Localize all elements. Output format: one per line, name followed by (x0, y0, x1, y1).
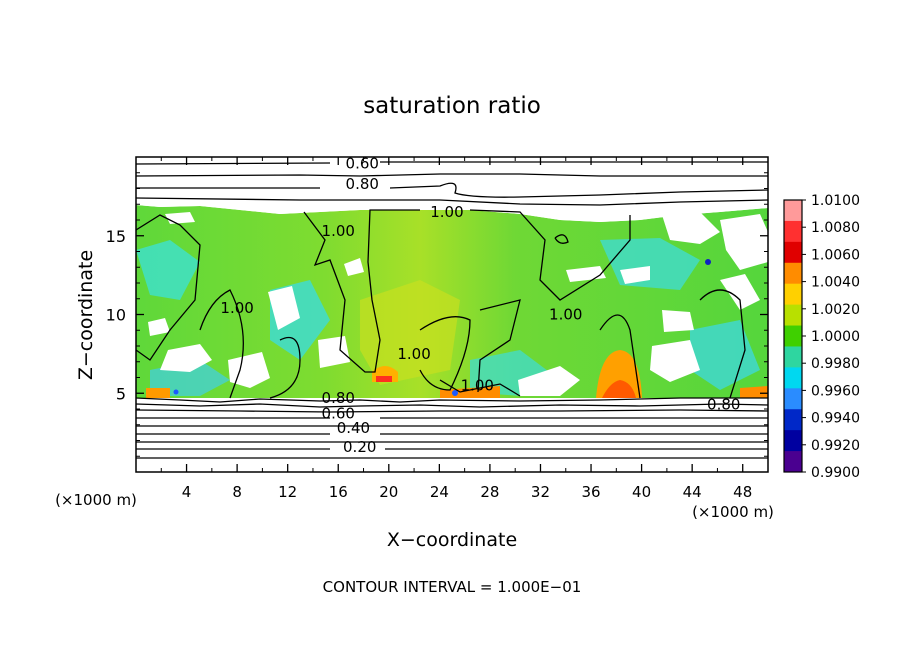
colorbar-swatch (784, 430, 802, 452)
colorbar-swatch (784, 367, 802, 389)
contour-label: 0.80 (346, 175, 379, 193)
contour-label: 1.00 (430, 203, 463, 221)
colorbar-swatch (784, 388, 802, 410)
colorbar-swatch (784, 241, 802, 264)
colorbar-swatch (784, 325, 802, 347)
contour-label: 0.80 (322, 389, 355, 407)
colorbar-label: 0.9960 (811, 383, 860, 399)
x-tick-label: 44 (683, 483, 702, 501)
x-tick-label: 4 (182, 483, 192, 501)
colorbar-swatch (784, 283, 802, 306)
contour-label: 0.60 (322, 405, 355, 423)
contour-label: 0.60 (346, 154, 379, 172)
colorbar-label: 1.0040 (811, 275, 860, 291)
x-tick-label: 8 (232, 483, 242, 501)
field-cyan-patch (690, 320, 760, 390)
contour-label: 1.00 (322, 222, 355, 240)
field-cyan-patch (136, 240, 200, 300)
contour-label: 0.80 (707, 395, 740, 413)
contour-label: 1.00 (397, 345, 430, 363)
color-field (136, 157, 768, 472)
contour-lines (136, 161, 768, 459)
field-warm-spot (740, 386, 768, 398)
colorbar-swatch (784, 409, 802, 431)
y-axis-unit: (×1000 m) (55, 491, 137, 509)
field-warm-spot (596, 350, 642, 398)
colorbar-label: 1.0020 (811, 302, 860, 318)
colorbar-label: 0.9920 (811, 438, 860, 454)
y-tick-label: 10 (106, 306, 126, 325)
colorbar: 1.0100 1.0080 1.0060 1.0040 1.0020 1.0000 0.99… (783, 193, 860, 481)
x-tick-label: 12 (278, 483, 297, 501)
colorbar-label: 0.9900 (811, 465, 860, 481)
colorbar-swatch (784, 262, 802, 285)
field-warm-spot (376, 376, 392, 382)
x-axis-label: X−coordinate (387, 529, 517, 551)
contour-label: 1.00 (220, 299, 253, 317)
x-tick-label: 24 (430, 483, 449, 501)
colorbar-swatch (784, 220, 802, 243)
contour-label: 1.00 (461, 376, 494, 394)
field-warm-spot (146, 388, 170, 398)
y-tick-label: 15 (106, 227, 126, 246)
x-tick-label: 32 (531, 483, 550, 501)
field-yellow-band (360, 280, 460, 385)
contour-label: 0.20 (343, 438, 376, 456)
colorbar-label: 1.0100 (811, 193, 860, 209)
contour-label: 1.00 (549, 306, 582, 324)
colorbar-label: 1.0060 (811, 247, 860, 263)
field-lower-white (136, 398, 768, 472)
x-tick-label: 28 (480, 483, 499, 501)
field-warm-spot (602, 380, 636, 398)
colorbar-label: 1.0000 (811, 329, 860, 345)
field-upper-white (136, 157, 768, 222)
contour-labels-group: 0.600.801.001.001.001.001.001.000.80 0.80… (220, 154, 740, 456)
x-axis: 4 8 12 16 20 24 28 32 36 40 44 48 (160, 157, 752, 501)
x-tick-label: 20 (379, 483, 398, 501)
colorbar-label: 1.0080 (811, 220, 860, 236)
colorbar-label: 0.9980 (811, 356, 860, 372)
y-tick-label: 5 (116, 384, 126, 403)
chart-title: saturation ratio (363, 93, 541, 119)
colorbar-label: 0.9940 (811, 411, 860, 427)
contour-interval-note: CONTOUR INTERVAL = 1.000E−01 (323, 578, 582, 596)
colorbar-swatch (784, 200, 802, 222)
colorbar-swatch (784, 346, 802, 368)
x-tick-label: 16 (329, 483, 348, 501)
x-axis-unit: (×1000 m) (692, 503, 774, 521)
y-axis: 5 10 15 (106, 172, 768, 457)
colorbar-swatch (784, 451, 802, 473)
colorbar-swatch (784, 304, 802, 327)
x-tick-label: 36 (581, 483, 600, 501)
x-tick-label: 48 (733, 483, 752, 501)
y-axis-label: Z−coordinate (75, 250, 97, 380)
contour-label: 0.40 (337, 419, 370, 437)
x-tick-label: 40 (632, 483, 651, 501)
